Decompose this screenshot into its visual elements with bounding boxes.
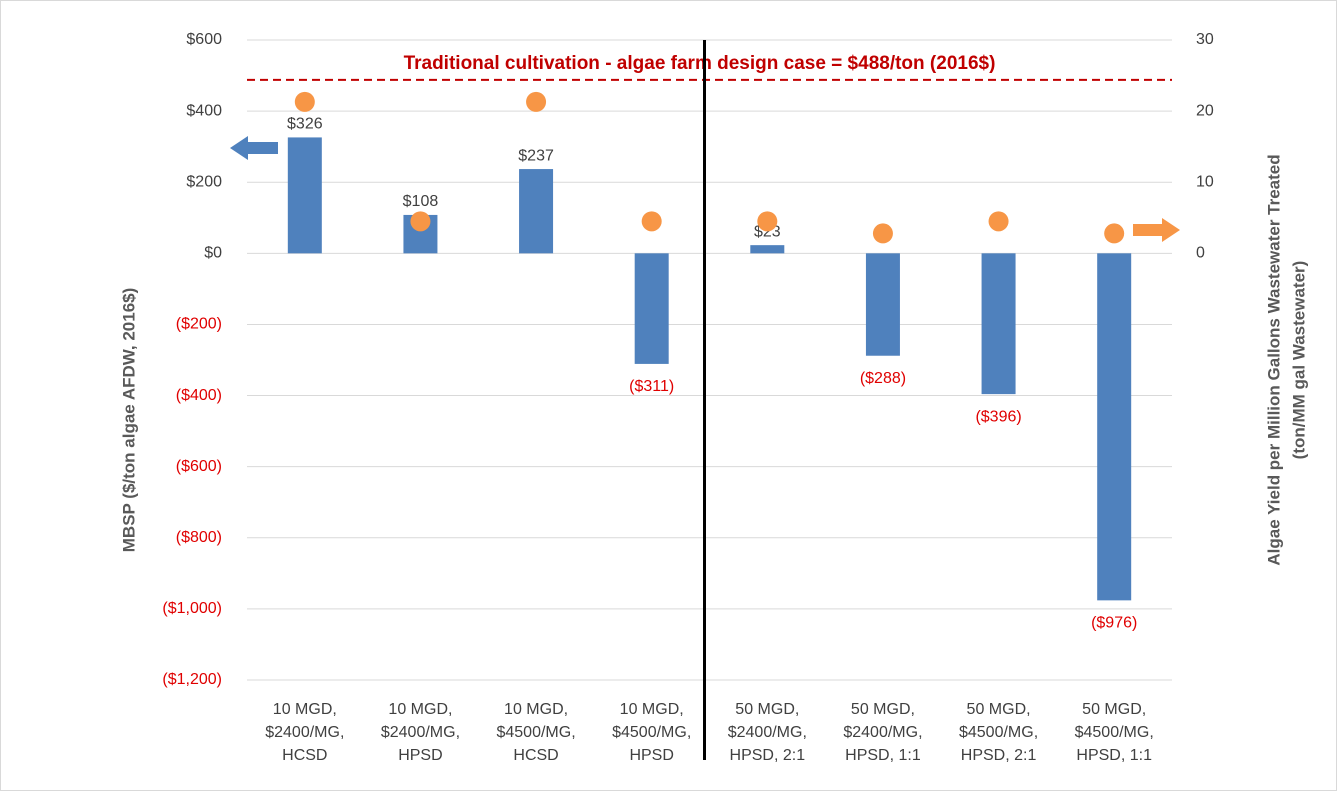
- y-tick-label: $600: [186, 31, 222, 48]
- x-tick-label-line: HPSD, 1:1: [1076, 747, 1152, 764]
- y2-axis-title: Algae Yield per Million Gallons Wastewat…: [1264, 154, 1283, 565]
- x-tick-label-line: $4500/MG,: [1075, 724, 1154, 741]
- y2-axis-title: (ton/MM gal Wastewater): [1289, 261, 1308, 460]
- x-tick-label-line: HPSD, 2:1: [961, 747, 1037, 764]
- x-tick-label-line: HPSD, 2:1: [730, 747, 806, 764]
- y-axis-title: MBSP ($/ton algae AFDW, 2016$): [119, 288, 138, 553]
- y-tick-label: $0: [204, 245, 222, 262]
- y-tick-label: ($800): [176, 529, 222, 546]
- point: [988, 211, 1009, 232]
- x-tick-label: 10 MGD, $4500/MG, HCSD: [496, 701, 575, 764]
- x-tick-label-line: $4500/MG,: [959, 724, 1038, 741]
- point: [526, 91, 547, 112]
- x-tick-label-line: 50 MGD,: [1082, 701, 1146, 718]
- y-tick-label: $400: [186, 102, 222, 119]
- x-tick-label-line: $4500/MG,: [496, 724, 575, 741]
- x-tick-label: 50 MGD, $2400/MG, HPSD, 2:1: [728, 701, 807, 764]
- left-axis-arrow: [230, 136, 278, 160]
- x-tick-label-line: 50 MGD,: [851, 701, 915, 718]
- y2-tick-label: 10: [1196, 173, 1214, 190]
- data-label: ($311): [629, 378, 674, 395]
- bar: [519, 169, 554, 254]
- reference-label: Traditional cultivation - algae farm des…: [404, 53, 996, 74]
- x-tick-label-line: 50 MGD,: [967, 701, 1031, 718]
- x-tick-label-line: HPSD: [398, 747, 442, 764]
- y-tick-label: ($600): [176, 458, 222, 475]
- point: [1104, 223, 1125, 244]
- x-tick-label-line: 10 MGD,: [504, 701, 568, 718]
- bar: [981, 253, 1016, 395]
- data-label: ($976): [1091, 615, 1137, 632]
- y-tick-label: $200: [186, 173, 222, 190]
- y-tick-label: ($400): [176, 387, 222, 404]
- data-label: ($288): [860, 370, 906, 387]
- point: [641, 211, 662, 232]
- x-tick-label-line: $2400/MG,: [728, 724, 807, 741]
- point: [294, 91, 315, 112]
- data-label: $326: [287, 116, 323, 133]
- x-tick-label-line: 10 MGD,: [620, 701, 684, 718]
- bar: [634, 253, 669, 364]
- x-tick-label-line: $2400/MG,: [381, 724, 460, 741]
- x-tick-label: 10 MGD, $2400/MG, HCSD: [265, 701, 344, 764]
- bar: [865, 253, 900, 356]
- x-tick-label: 50 MGD, $4500/MG, HPSD, 1:1: [1075, 701, 1154, 764]
- bar: [1097, 253, 1132, 601]
- y2-tick-label: 20: [1196, 102, 1214, 119]
- right-axis-arrow: [1133, 218, 1180, 242]
- y2-tick-label: 0: [1196, 245, 1205, 262]
- data-label: $237: [518, 147, 554, 164]
- x-tick-label-line: HCSD: [282, 747, 327, 764]
- data-label: $108: [403, 193, 439, 210]
- x-tick-label-line: HCSD: [513, 747, 558, 764]
- x-tick-label-line: 50 MGD,: [735, 701, 799, 718]
- x-tick-label-line: $4500/MG,: [612, 724, 691, 741]
- point: [872, 223, 893, 244]
- point: [410, 211, 431, 232]
- x-tick-label-line: HPSD: [629, 747, 673, 764]
- point: [757, 211, 778, 232]
- x-tick-label-line: $2400/MG,: [843, 724, 922, 741]
- x-tick-label: 50 MGD, $4500/MG, HPSD, 2:1: [959, 701, 1038, 764]
- x-tick-label-line: 10 MGD,: [388, 701, 452, 718]
- y-tick-label: ($1,200): [162, 671, 222, 688]
- y-tick-label: ($200): [176, 316, 222, 333]
- y-tick-label: ($1,000): [162, 600, 222, 617]
- data-label: ($396): [975, 408, 1021, 425]
- bar: [750, 245, 785, 254]
- bar: [287, 137, 322, 254]
- x-tick-label: 50 MGD, $2400/MG, HPSD, 1:1: [843, 701, 922, 764]
- y2-tick-label: 30: [1196, 31, 1214, 48]
- x-tick-label: 10 MGD, $4500/MG, HPSD: [612, 701, 691, 764]
- x-tick-label-line: HPSD, 1:1: [845, 747, 921, 764]
- x-tick-label-line: $2400/MG,: [265, 724, 344, 741]
- x-tick-label-line: 10 MGD,: [273, 701, 337, 718]
- x-tick-label: 10 MGD, $2400/MG, HPSD: [381, 701, 460, 764]
